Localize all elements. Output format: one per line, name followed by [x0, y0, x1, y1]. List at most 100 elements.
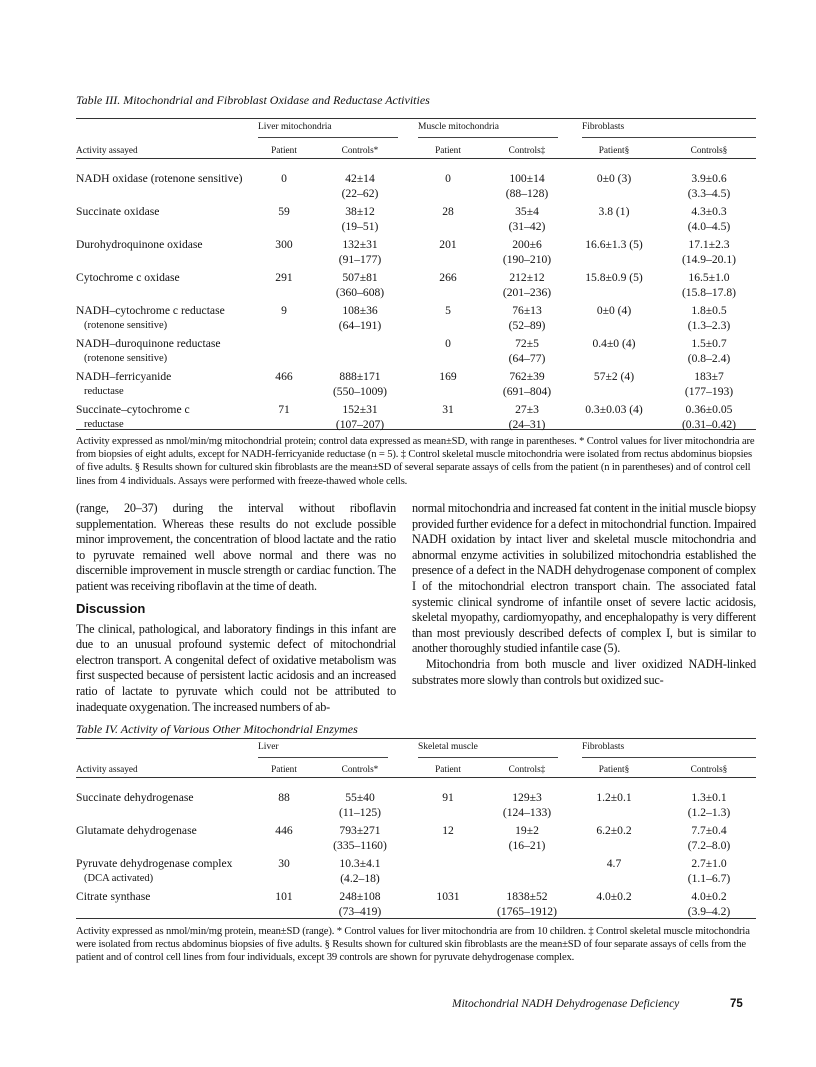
- cell-range: (3.3–4.5): [687, 186, 731, 200]
- column-header: Controls§: [690, 146, 728, 156]
- table4-group-underline: [582, 757, 756, 758]
- cell-value: 0±0 (3): [596, 172, 632, 185]
- table3-group-underline: [582, 137, 756, 138]
- activity-name: Citrate synthase: [76, 890, 151, 903]
- table-cell: 4.0±0.2: [566, 886, 662, 919]
- cell-range: (22–62): [341, 186, 379, 200]
- cell-value: 35±4: [515, 205, 539, 218]
- activity-name: Pyruvate dehydrogenase complex: [76, 857, 233, 870]
- cell-range: (11–125): [338, 805, 382, 819]
- table-cell: 76±13 (52–89): [488, 300, 566, 333]
- column-header: Patient: [271, 765, 297, 775]
- cell-value: 31: [442, 403, 454, 416]
- column-header: Controls‡: [508, 765, 546, 775]
- table4-caption: Table IV. Activity of Various Other Mito…: [76, 722, 358, 736]
- right-column: normal mitochondria and increased fat co…: [412, 501, 756, 688]
- cell-value: 1.5±0.7: [691, 337, 727, 350]
- row-label: NADH–duroquinone reductase (rotenone sens…: [76, 333, 256, 366]
- table-cell: [488, 853, 566, 886]
- cell-value: 7.7±0.4: [691, 824, 727, 837]
- cell-value: 507±81: [342, 271, 378, 284]
- table-cell: 10.3±4.1 (4.2–18): [312, 853, 408, 886]
- paragraph: (range, 20–37) during the interval witho…: [76, 501, 396, 593]
- table4-group-liver: Liver: [258, 742, 279, 752]
- cell-value: 0: [445, 172, 451, 185]
- row-label: Succinate–cytochrome c reductase: [76, 399, 256, 432]
- row-label: Citrate synthase: [76, 886, 256, 919]
- table3-group-fibroblasts: Fibroblasts: [582, 122, 625, 132]
- cell-value: 57±2 (4): [593, 370, 635, 383]
- table-cell: 0.4±0 (4): [566, 333, 662, 366]
- table4-group-muscle: Skeletal muscle: [418, 742, 478, 752]
- cell-range: (1765–1912): [497, 904, 557, 918]
- row-label: NADH oxidase (rotenone sensitive): [76, 160, 256, 201]
- table-cell: 42±14 (22–62): [312, 160, 408, 201]
- cell-range: (64–191): [338, 318, 382, 332]
- paragraph: Mitochondria from both muscle and liver …: [412, 656, 756, 687]
- cell-value: 212±12: [509, 271, 545, 284]
- cell-value: 300: [275, 238, 293, 251]
- table-cell: 91: [408, 779, 488, 820]
- cell-value: 0.3±0.03 (4): [585, 403, 643, 416]
- cell-value: 72±5: [515, 337, 539, 350]
- table-row: NADH–ferricyanide reductase 466 888±171 (550…: [76, 366, 756, 399]
- cell-value: 3.8 (1): [598, 205, 630, 218]
- cell-value: 0±0 (4): [596, 304, 632, 317]
- table-cell: 446: [256, 820, 312, 853]
- table-cell: 212±12 (201–236): [488, 267, 566, 300]
- table3-group-liver: Liver mitochondria: [258, 122, 332, 132]
- activity-qualifier: (rotenone sensitive): [84, 352, 168, 364]
- cell-value: 266: [439, 271, 457, 284]
- table-cell: 1.5±0.7 (0.8–2.4): [662, 333, 756, 366]
- cell-value: 152±31: [342, 403, 378, 416]
- cell-value: 10.3±4.1: [339, 857, 381, 870]
- table-cell: [408, 853, 488, 886]
- column-header: Controls‡: [508, 146, 546, 156]
- row-label: Succinate oxidase: [76, 201, 256, 234]
- activity-name: NADH–duroquinone reductase: [76, 337, 221, 350]
- table-cell: 59: [256, 201, 312, 234]
- cell-value: 5: [445, 304, 451, 317]
- cell-range: (7.2–8.0): [687, 838, 731, 852]
- cell-value: 100±14: [509, 172, 545, 185]
- table4-column-headers: Activity assayed Patient Controls* Patient C…: [76, 758, 756, 779]
- activity-qualifier: reductase: [84, 385, 124, 397]
- column-header: Activity assayed: [76, 146, 138, 156]
- row-label: Glutamate dehydrogenase: [76, 820, 256, 853]
- cell-value: 2.7±1.0: [691, 857, 727, 870]
- table-cell: 0: [408, 160, 488, 201]
- cell-value: 55±40: [345, 791, 375, 804]
- cell-range: (1.2–1.3): [687, 805, 731, 819]
- cell-value: 19±2: [515, 824, 539, 837]
- table-cell: 3.8 (1): [566, 201, 662, 234]
- table-cell: 4.0±0.2 (3.9–4.2): [662, 886, 756, 919]
- table4-header-rule: [76, 777, 756, 778]
- table-cell: 28: [408, 201, 488, 234]
- table-cell: 38±12 (19–51): [312, 201, 408, 234]
- left-column: (range, 20–37) during the interval witho…: [76, 501, 396, 715]
- table-row: Citrate synthase 101 248±108 (73–419) 1031 18…: [76, 886, 756, 919]
- table4-group-underline: [418, 757, 558, 758]
- table-cell: 1838±52 (1765–1912): [488, 886, 566, 919]
- column-header: Patient: [435, 765, 461, 775]
- cell-value: 0.36±0.05: [685, 403, 733, 416]
- table-cell: 9: [256, 300, 312, 333]
- cell-value: 101: [275, 890, 293, 903]
- table3-header-rule: [76, 158, 756, 159]
- cell-value: 71: [278, 403, 290, 416]
- table-cell: 19±2 (16–21): [488, 820, 566, 853]
- cell-value: 132±31: [342, 238, 378, 251]
- activity-qualifier: reductase: [84, 418, 124, 430]
- table3-group-underline: [258, 137, 398, 138]
- cell-range: (16–21): [508, 838, 546, 852]
- column-header: Patient§: [598, 146, 630, 156]
- cell-value: 1.8±0.5: [691, 304, 727, 317]
- activity-name: NADH–ferricyanide: [76, 370, 172, 383]
- cell-value: 4.7: [606, 857, 622, 870]
- cell-range: (73–419): [338, 904, 382, 918]
- cell-value: 28: [442, 205, 454, 218]
- table-cell: 300: [256, 234, 312, 267]
- activity-name: Cytochrome c oxidase: [76, 271, 180, 284]
- table-cell: 169: [408, 366, 488, 399]
- activity-name: Succinate–cytochrome c: [76, 403, 190, 416]
